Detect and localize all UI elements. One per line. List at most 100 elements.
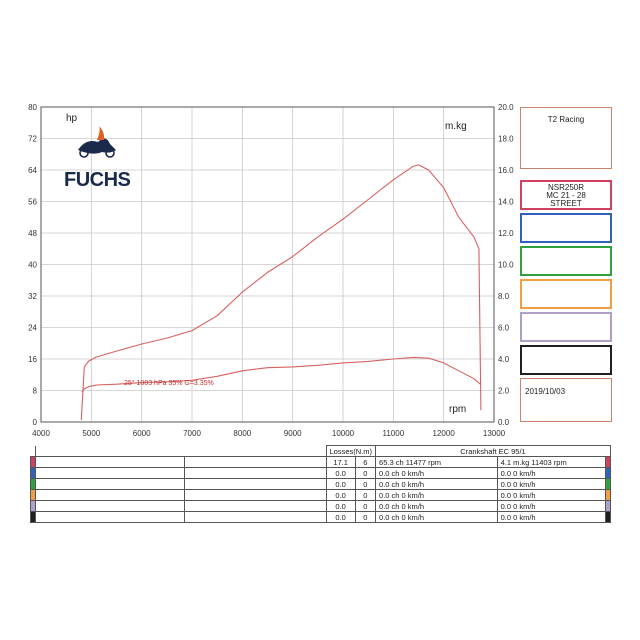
x-tick-label-5: 9000 — [284, 429, 302, 438]
power-curve — [80, 164, 482, 421]
row-blank-cell — [34, 511, 186, 523]
row-color-marker-end — [605, 456, 611, 468]
color-swatch-1: NSR250R MC 21 - 28 STREET — [520, 180, 612, 210]
row-power: 0.0 ch 0 km/h — [375, 467, 498, 479]
right-axis-ticks: 0.0 2.0 4.0 6.0 8.0 10.0 12.0 14.0 16.0 18.0 20.0 — [498, 103, 514, 427]
row-loss-b: 0 — [354, 500, 377, 512]
conditions-annotation: 25° 1003 hPa 35% G=3.35% — [124, 379, 214, 387]
left-tick-label-2: 16 — [28, 355, 37, 364]
chart-grid — [40, 106, 495, 423]
row-torque: 0.0 0 km/h — [496, 489, 607, 501]
row-loss-b: 0 — [354, 478, 377, 490]
color-swatch-2 — [520, 213, 612, 243]
x-axis-label: rpm — [449, 404, 466, 415]
bike-info: NSR250R MC 21 - 28 STREET — [520, 184, 612, 208]
row-power: 65.3 ch 11477 rpm — [375, 456, 498, 468]
row-blank-cell — [184, 489, 327, 501]
swatch-frame-2 — [520, 213, 612, 243]
row-power: 0.0 ch 0 km/h — [375, 511, 498, 523]
x-axis-ticks: 4000 5000 6000 7000 8000 9000 10000 11000 12000 1… — [32, 429, 506, 438]
x-tick-label-6: 10000 — [332, 429, 355, 438]
bike-spec: STREET — [550, 199, 582, 208]
row-blank-cell — [34, 489, 186, 501]
series-layer — [80, 164, 482, 421]
dyno-chart: 0 8 16 24 32 40 48 56 64 72 80 0.0 2.0 4.0 6.0 8.0 10.0… — [28, 103, 514, 438]
left-tick-label-0: 0 — [33, 418, 38, 427]
left-axis-unit: hp — [66, 113, 78, 124]
row-power: 0.0 ch 0 km/h — [375, 478, 498, 490]
logo-wheel-rear-icon — [105, 148, 115, 158]
swatch-frame-6 — [520, 345, 612, 375]
left-tick-label-8: 64 — [28, 166, 37, 175]
color-swatch-3 — [520, 246, 612, 276]
torque-curve — [81, 356, 481, 393]
row-loss-a: 0.0 — [325, 489, 356, 501]
left-tick-label-7: 56 — [28, 198, 37, 207]
left-axis-ticks: 0 8 16 24 32 40 48 56 64 72 80 — [28, 103, 37, 427]
table-row: 0.0 0 0.0 ch 0 km/h 0.0 0 km/h — [30, 478, 611, 490]
logo-rider-icon — [78, 138, 116, 154]
row-color-marker-end — [605, 500, 611, 512]
swatch-frame-5 — [520, 312, 612, 342]
right-tick-label-2: 4.0 — [498, 355, 510, 364]
table-row: 0.0 0 0.0 ch 0 km/h 0.0 0 km/h — [30, 511, 611, 523]
row-loss-a: 0.0 — [325, 500, 356, 512]
color-swatch-6 — [520, 345, 612, 375]
color-swatch-5 — [520, 312, 612, 342]
row-loss-a: 0.0 — [325, 478, 356, 490]
row-power: 0.0 ch 0 km/h — [375, 489, 498, 501]
row-blank-cell — [184, 511, 327, 523]
row-torque: 0.0 0 km/h — [496, 478, 607, 490]
row-color-marker-end — [605, 489, 611, 501]
row-torque: 0.0 0 km/h — [496, 500, 607, 512]
table-header-row: Losses(N.m) Crankshaft EC 95/1 — [30, 445, 611, 457]
right-tick-label-5: 10.0 — [498, 261, 514, 270]
left-tick-label-4: 32 — [28, 292, 37, 301]
row-blank-cell — [34, 500, 186, 512]
row-blank-cell — [184, 478, 327, 490]
x-tick-label-8: 12000 — [433, 429, 456, 438]
row-torque: 0.0 0 km/h — [496, 467, 607, 479]
row-loss-b: 6 — [354, 456, 377, 468]
row-blank-cell — [34, 478, 186, 490]
left-tick-label-5: 40 — [28, 261, 37, 270]
row-blank-cell — [34, 467, 186, 479]
x-tick-label-4: 8000 — [233, 429, 251, 438]
table-row: 0.0 0 0.0 ch 0 km/h 0.0 0 km/h — [30, 489, 611, 501]
crankshaft-header: Crankshaft EC 95/1 — [375, 445, 611, 457]
left-tick-label-10: 80 — [28, 103, 37, 112]
row-blank-cell — [184, 500, 327, 512]
row-power: 0.0 ch 0 km/h — [375, 500, 498, 512]
row-torque: 0.0 0 km/h — [496, 511, 607, 523]
row-loss-a: 0.0 — [325, 511, 356, 523]
color-swatch-4 — [520, 279, 612, 309]
x-tick-label-0: 4000 — [32, 429, 50, 438]
right-tick-label-9: 18.0 — [498, 135, 514, 144]
table-row: 17.1 6 65.3 ch 11477 rpm 4.1 m.kg 11403 rpm — [30, 456, 611, 468]
swatch-frame-1 — [520, 180, 612, 210]
row-torque: 4.1 m.kg 11403 rpm — [496, 456, 607, 468]
left-tick-label-6: 48 — [28, 229, 37, 238]
logo-flame-icon — [97, 126, 105, 140]
bike-model: NSR250R — [547, 183, 584, 192]
fuchs-logo: FUCHS — [64, 126, 131, 191]
row-loss-b: 0 — [354, 511, 377, 523]
date-box: 2019/10/03 — [520, 378, 612, 422]
right-tick-label-0: 0.0 — [498, 418, 510, 427]
swatch-frame-4 — [520, 279, 612, 309]
row-loss-a: 0.0 — [325, 467, 356, 479]
logo-wheel-front-icon — [79, 148, 89, 158]
row-blank-cell — [184, 456, 327, 468]
x-tick-label-7: 11000 — [383, 429, 405, 438]
right-tick-label-6: 12.0 — [498, 229, 514, 238]
swatch-frame-3 — [520, 246, 612, 276]
row-blank-cell — [184, 467, 327, 479]
left-tick-label-1: 8 — [33, 387, 38, 396]
table-row: 0.0 0 0.0 ch 0 km/h 0.0 0 km/h — [30, 467, 611, 479]
x-tick-label-3: 7000 — [183, 429, 201, 438]
right-tick-label-4: 8.0 — [498, 292, 510, 301]
team-name: T2 Racing — [547, 115, 585, 124]
x-tick-label-1: 5000 — [82, 429, 100, 438]
bike-code: MC 21 - 28 — [546, 191, 586, 200]
left-tick-label-3: 24 — [28, 324, 37, 333]
